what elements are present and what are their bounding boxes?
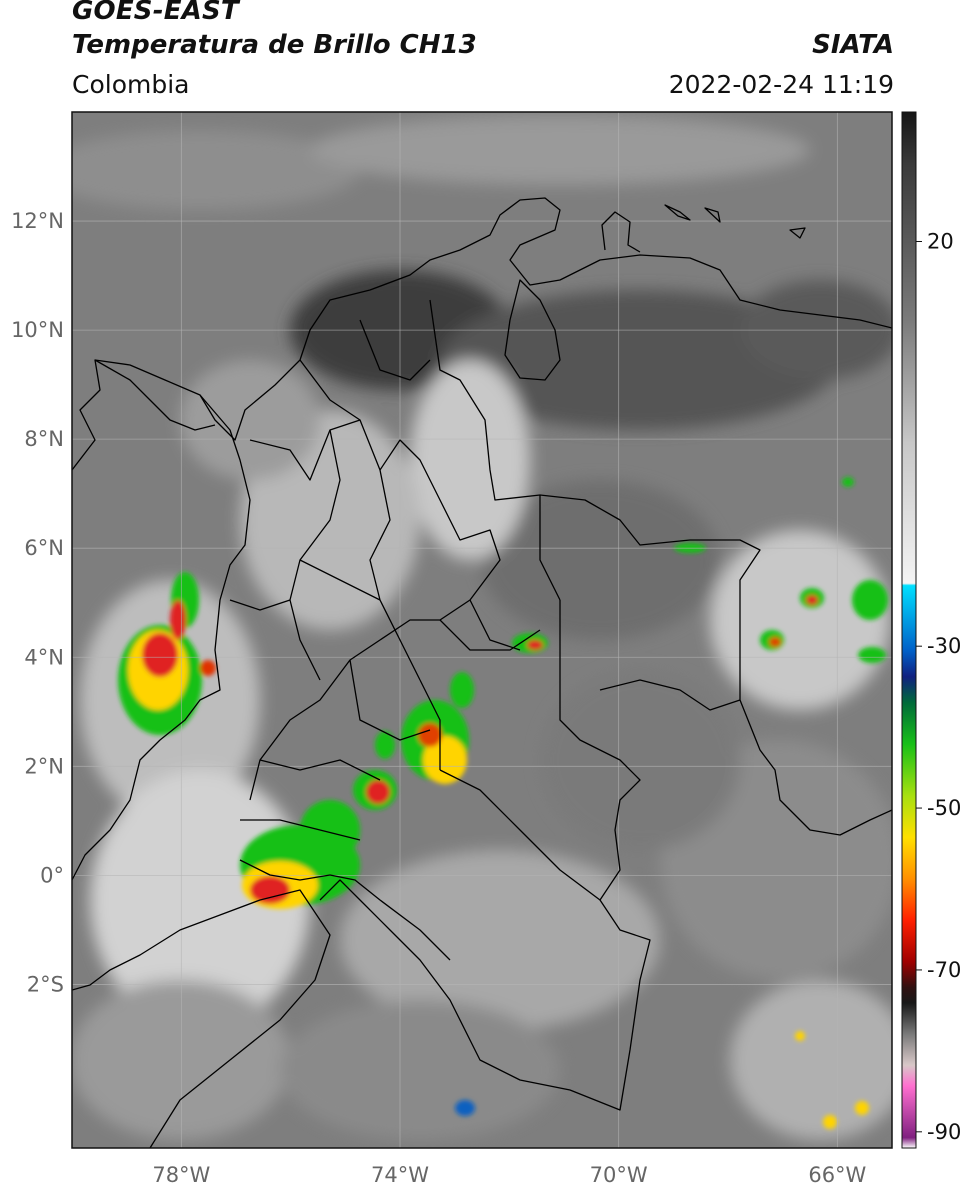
datetime-label: 2022-02-24 11:19 [668, 70, 894, 99]
lat-label: 8°N [24, 427, 64, 451]
colorbar: 20 -30 -50 -70 -90 [901, 111, 961, 1149]
lat-label: 2°S [27, 972, 64, 996]
colorbar-label: -90 [927, 1120, 961, 1144]
lat-label: 2°N [24, 754, 64, 778]
lat-label: 10°N [11, 318, 64, 342]
lon-label: 74°W [371, 1163, 429, 1187]
source-label: SIATA [812, 30, 894, 60]
cold-cloud-cells [118, 477, 888, 1129]
borders [72, 197, 892, 1148]
region-label: Colombia [72, 70, 190, 99]
map-frame [71, 111, 893, 1149]
lat-label: 12°N [11, 209, 64, 233]
latitude-labels: 12°N 10°N 8°N 6°N 4°N 2°N 0° 2°S [11, 209, 64, 996]
product-title: Temperatura de Brillo CH13 [72, 30, 477, 60]
lon-label: 66°W [808, 1163, 866, 1187]
lon-label: 78°W [152, 1163, 210, 1187]
satellite-title: GOES-EAST [72, 0, 239, 26]
lat-label: 6°N [24, 536, 64, 560]
graticule [72, 112, 892, 1148]
imagery [72, 112, 892, 1148]
colorbar-label: -70 [927, 958, 961, 982]
colorbar-label: -30 [927, 634, 961, 658]
lat-label: 4°N [24, 645, 64, 669]
lon-label: 70°W [590, 1163, 648, 1187]
colorbar-label: 20 [927, 230, 954, 254]
colorbar-label: -50 [927, 796, 961, 820]
lat-label: 0° [40, 863, 64, 887]
longitude-labels: 78°W 74°W 70°W 66°W [152, 1163, 866, 1187]
